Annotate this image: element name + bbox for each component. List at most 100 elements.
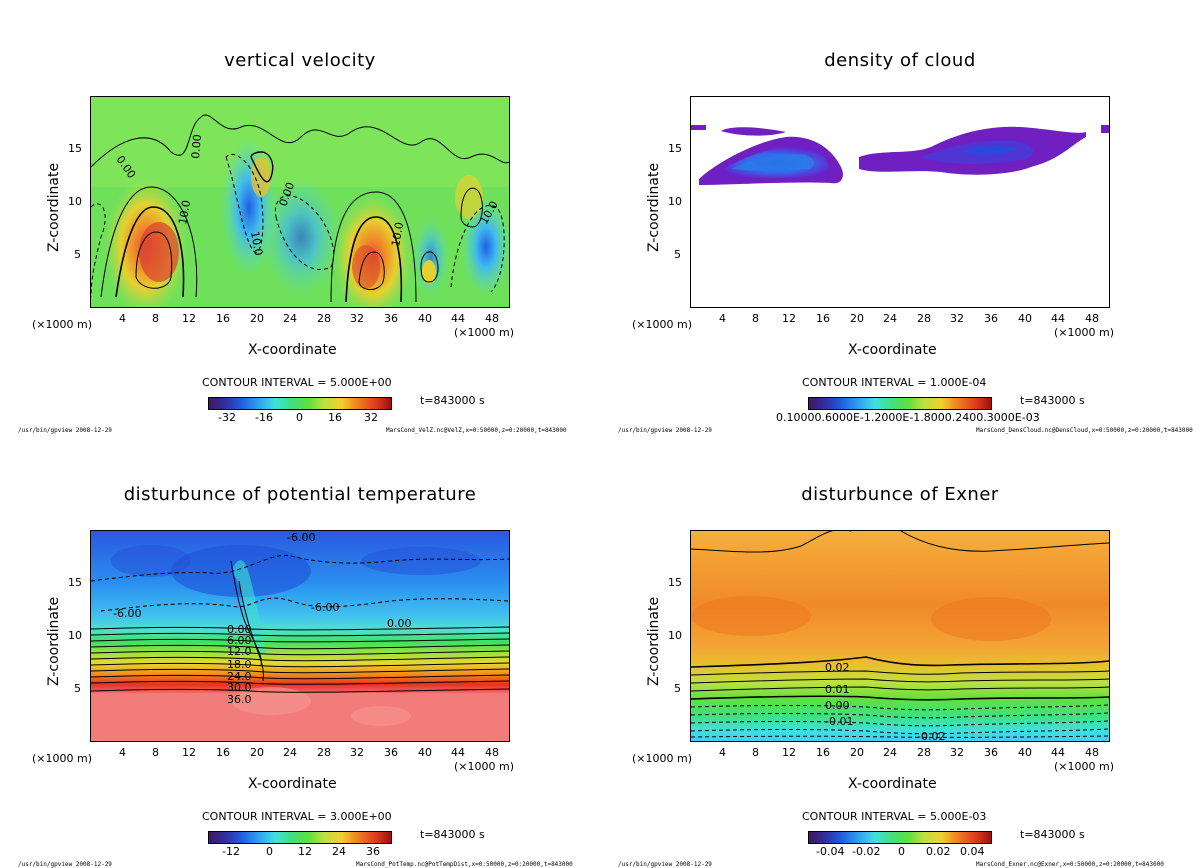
y-tick: 15 [668, 142, 682, 155]
x-unit-left: (×1000 m) [632, 752, 693, 765]
contour-label: -0.01 [825, 715, 853, 728]
x-unit-left: (×1000 m) [632, 318, 693, 331]
time-label: t=843000 s [1020, 828, 1085, 841]
x-tick: 4 [719, 312, 726, 325]
contour-label: 30.0 [227, 681, 252, 694]
colorbar-tick: 0 [296, 411, 303, 424]
x-tick: 24 [883, 312, 897, 325]
colorbar-tick: 0.04 [960, 845, 985, 858]
colorbar-tick: 16 [328, 411, 342, 424]
y-tick: 15 [68, 576, 82, 589]
y-tick: 5 [674, 682, 681, 695]
x-tick: 28 [917, 746, 931, 759]
colorbar-tick: -0.02 [852, 845, 881, 858]
y-tick: 10 [68, 195, 82, 208]
y-tick: 10 [68, 629, 82, 642]
contour-label: 10.0 [389, 221, 406, 247]
time-label: t=843000 s [420, 828, 485, 841]
contour-label: -0.02 [917, 730, 945, 741]
colorbar-tick: 0 [266, 845, 273, 858]
contour-label: 12.0 [227, 645, 252, 658]
x-tick: 36 [984, 746, 998, 759]
colorbar-tick: 32 [364, 411, 378, 424]
x-tick: 4 [119, 746, 126, 759]
x-tick: 20 [850, 312, 864, 325]
x-tick: 12 [782, 746, 796, 759]
x-tick: 32 [950, 312, 964, 325]
contour-label: 18.0 [227, 658, 252, 671]
colorbar-tick: -32 [218, 411, 236, 424]
heatmap-vertical-velocity: 0.00 0.00 10.0 10.0 0.00 10.0 10.0 [91, 97, 509, 307]
y-tick: 5 [74, 682, 81, 695]
x-unit-right: (×1000 m) [1054, 760, 1115, 773]
contour-interval: CONTOUR INTERVAL = 3.000E+00 [202, 810, 392, 823]
x-tick: 48 [485, 746, 499, 759]
x-tick: 16 [216, 746, 230, 759]
x-tick: 44 [1051, 312, 1065, 325]
plot-area: 0.00 0.00 10.0 10.0 0.00 10.0 10.0 [90, 96, 510, 308]
footer-left: /usr/bin/gpview 2008-12-29 [18, 861, 112, 868]
x-tick: 36 [984, 312, 998, 325]
x-tick: 20 [850, 746, 864, 759]
heatmap-potential-temperature: -6.00 -6.00 -6.00 0.00 0.00 6.00 12.0 18… [91, 531, 509, 741]
x-tick: 36 [384, 312, 398, 325]
y-axis-label: Z-coordinate [46, 162, 62, 252]
x-axis-label: X-coordinate [248, 776, 337, 792]
colorbar-tick: 24 [332, 845, 346, 858]
x-tick: 8 [752, 312, 759, 325]
x-tick: 8 [752, 746, 759, 759]
x-tick: 36 [384, 746, 398, 759]
chart-title: disturbunce of Exner [801, 484, 999, 505]
y-tick: 5 [74, 248, 81, 261]
x-tick: 16 [216, 312, 230, 325]
x-tick: 20 [250, 746, 264, 759]
contour-label: 0.02 [825, 661, 850, 674]
contour-label: -6.00 [113, 607, 141, 620]
y-tick: 15 [68, 142, 82, 155]
x-tick: 24 [283, 746, 297, 759]
x-tick: 28 [317, 312, 331, 325]
contour-label: 10.0 [176, 199, 193, 225]
contour-label: -6.00 [287, 531, 315, 544]
panel-potential-temperature: disturbunce of potential temperature [0, 434, 600, 868]
y-tick: 10 [668, 195, 682, 208]
x-tick: 20 [250, 312, 264, 325]
footer-left: /usr/bin/gpview 2008-12-29 [618, 861, 712, 868]
colorbar [208, 831, 392, 844]
footer-left: /usr/bin/gpview 2008-12-29 [618, 427, 712, 434]
contour-label: 6.00 [227, 634, 252, 647]
contour-label: 0.00 [825, 699, 850, 712]
y-tick: 15 [668, 576, 682, 589]
plot-area [690, 96, 1110, 308]
plot-area: -6.00 -6.00 -6.00 0.00 0.00 6.00 12.0 18… [90, 530, 510, 742]
x-tick: 24 [283, 312, 297, 325]
x-tick: 28 [917, 312, 931, 325]
colorbar-tick: 12 [298, 845, 312, 858]
x-unit-right: (×1000 m) [454, 326, 515, 339]
colorbar-ticks: 0.10000.6000E-1.2000E-1.8000.2400.3000E-… [776, 411, 1040, 424]
x-tick: 40 [418, 746, 432, 759]
panel-vertical-velocity: vertical velocity [0, 0, 600, 434]
x-tick: 24 [883, 746, 897, 759]
y-axis-label: Z-coordinate [46, 596, 62, 686]
y-axis-label: Z-coordinate [646, 596, 662, 686]
x-axis-label: X-coordinate [248, 342, 337, 358]
x-tick: 48 [485, 312, 499, 325]
x-tick: 12 [182, 746, 196, 759]
contour-label: 0.01 [825, 683, 850, 696]
y-tick: 5 [674, 248, 681, 261]
contour-label: 36.0 [227, 693, 252, 706]
x-unit-right: (×1000 m) [1054, 326, 1115, 339]
x-tick: 48 [1085, 312, 1099, 325]
time-label: t=843000 s [1020, 394, 1085, 407]
x-tick: 40 [418, 312, 432, 325]
contour-label: 0.00 [387, 617, 412, 630]
colorbar-tick: 0.02 [926, 845, 951, 858]
contour-label: 0.00 [227, 623, 252, 636]
x-axis-label: X-coordinate [848, 342, 937, 358]
x-tick: 40 [1018, 312, 1032, 325]
x-tick: 8 [152, 312, 159, 325]
heatmap-density-of-cloud [691, 97, 1109, 307]
colorbar-tick: -16 [255, 411, 273, 424]
x-tick: 32 [350, 312, 364, 325]
